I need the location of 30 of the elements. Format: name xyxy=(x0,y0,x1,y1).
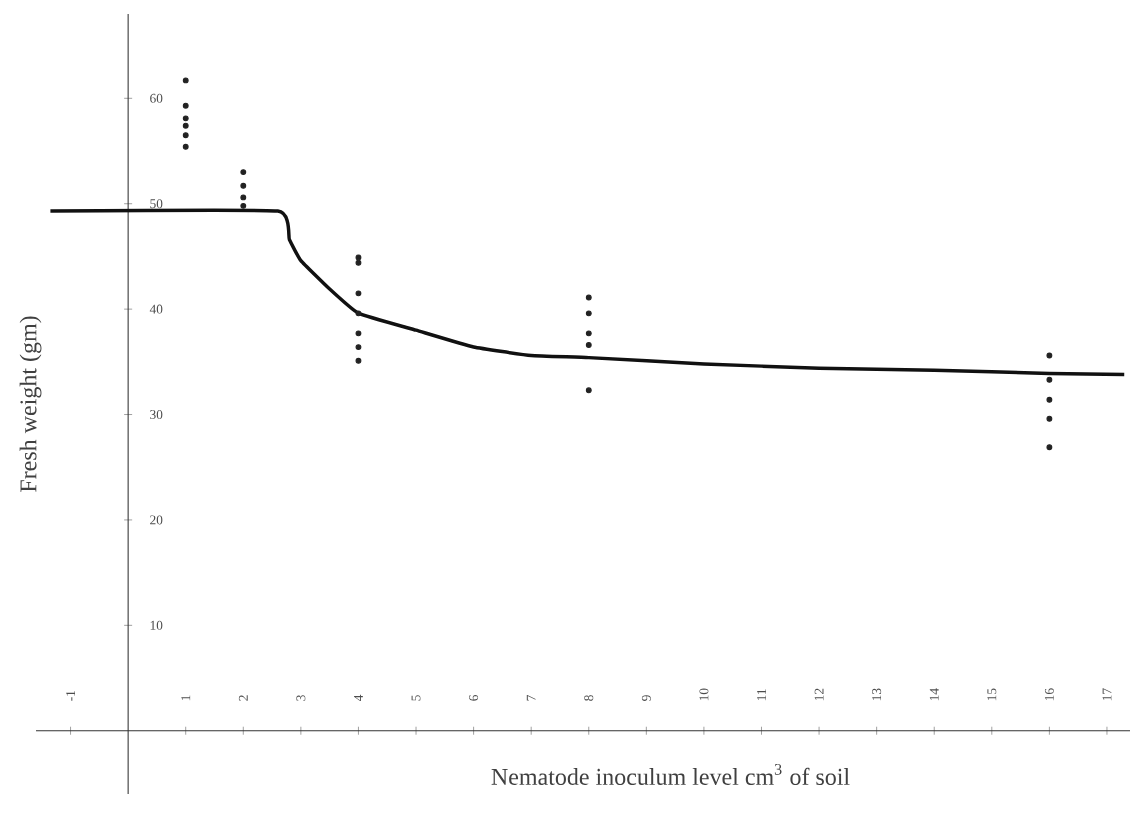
point xyxy=(240,182,247,189)
y-axis-title: Fresh weight (gm) xyxy=(19,316,42,492)
point xyxy=(240,194,247,201)
point xyxy=(182,143,189,150)
point xyxy=(1046,444,1053,451)
point xyxy=(1046,415,1053,422)
point xyxy=(240,202,247,209)
point xyxy=(355,330,362,337)
point xyxy=(355,259,362,266)
point xyxy=(355,310,362,317)
point xyxy=(182,132,189,139)
point xyxy=(585,294,592,301)
point xyxy=(1046,396,1053,403)
point xyxy=(355,290,362,297)
point xyxy=(182,77,189,84)
point xyxy=(585,330,592,337)
point xyxy=(182,115,189,122)
point xyxy=(1046,376,1053,383)
point xyxy=(182,102,189,109)
point xyxy=(585,387,592,394)
point xyxy=(182,122,189,129)
x-axis-title: Nematode inoculum level cm$^{3}$ of soil xyxy=(491,763,850,785)
line-series xyxy=(48,208,1126,377)
point xyxy=(355,254,362,261)
point xyxy=(240,169,247,176)
point xyxy=(355,344,362,350)
point xyxy=(1046,352,1053,359)
point xyxy=(355,357,362,364)
point xyxy=(585,310,592,317)
point xyxy=(585,342,592,348)
